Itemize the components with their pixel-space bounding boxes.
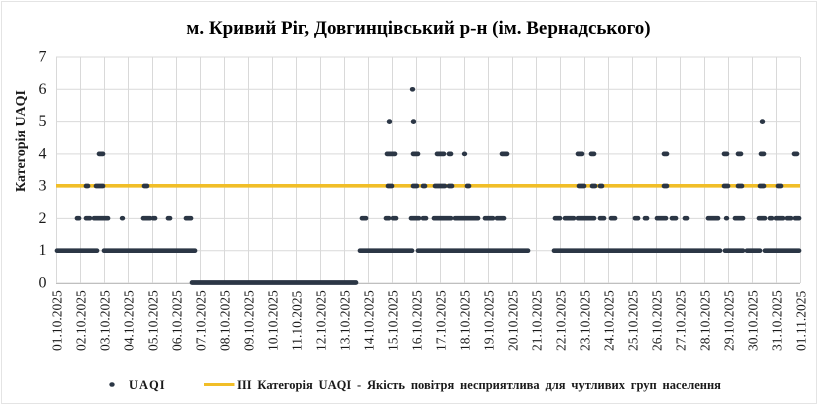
svg-text:21.10.2025: 21.10.2025 — [530, 290, 545, 351]
svg-text:1: 1 — [39, 242, 47, 259]
svg-text:3: 3 — [39, 178, 47, 195]
svg-text:6: 6 — [39, 81, 47, 98]
svg-text:ІІІ Категорія UAQI - Якість по: ІІІ Категорія UAQI - Якість повітря несп… — [237, 378, 721, 392]
svg-text:15.10.2025: 15.10.2025 — [386, 290, 401, 351]
svg-text:17.10.2025: 17.10.2025 — [434, 290, 449, 351]
svg-text:05.10.2025: 05.10.2025 — [146, 290, 161, 351]
svg-text:01.11.2025: 01.11.2025 — [794, 291, 809, 351]
svg-text:08.10.2025: 08.10.2025 — [218, 290, 233, 351]
svg-text:27.10.2025: 27.10.2025 — [674, 290, 689, 351]
svg-text:31.10.2025: 31.10.2025 — [770, 290, 785, 351]
svg-text:10.10.2025: 10.10.2025 — [266, 290, 281, 351]
svg-text:11.10.2025: 11.10.2025 — [290, 291, 305, 351]
svg-text:29.10.2025: 29.10.2025 — [722, 290, 737, 351]
svg-text:14.10.2025: 14.10.2025 — [362, 290, 377, 351]
svg-text:28.10.2025: 28.10.2025 — [698, 290, 713, 351]
svg-text:22.10.2025: 22.10.2025 — [554, 290, 569, 351]
svg-text:19.10.2025: 19.10.2025 — [482, 290, 497, 351]
svg-text:18.10.2025: 18.10.2025 — [458, 290, 473, 351]
svg-text:20.10.2025: 20.10.2025 — [506, 290, 521, 351]
svg-text:30.10.2025: 30.10.2025 — [746, 290, 761, 351]
svg-text:2: 2 — [39, 210, 47, 227]
svg-text:02.10.2025: 02.10.2025 — [74, 290, 89, 351]
svg-text:03.10.2025: 03.10.2025 — [98, 290, 113, 351]
svg-text:4: 4 — [39, 145, 47, 162]
svg-text:5: 5 — [39, 113, 47, 130]
svg-text:07.10.2025: 07.10.2025 — [194, 290, 209, 351]
svg-text:UAQI: UAQI — [129, 378, 166, 392]
svg-text:0: 0 — [39, 275, 47, 292]
svg-text:16.10.2025: 16.10.2025 — [410, 290, 425, 351]
svg-text:24.10.2025: 24.10.2025 — [602, 290, 617, 351]
svg-text:09.10.2025: 09.10.2025 — [242, 290, 257, 351]
svg-text:04.10.2025: 04.10.2025 — [122, 290, 137, 351]
svg-text:7: 7 — [39, 49, 47, 66]
svg-text:13.10.2025: 13.10.2025 — [338, 290, 353, 351]
svg-text:26.10.2025: 26.10.2025 — [650, 290, 665, 351]
svg-text:12.10.2025: 12.10.2025 — [314, 290, 329, 351]
svg-text:06.10.2025: 06.10.2025 — [170, 290, 185, 351]
svg-text:23.10.2025: 23.10.2025 — [578, 290, 593, 351]
svg-text:25.10.2025: 25.10.2025 — [626, 290, 641, 351]
svg-text:01.10.2025: 01.10.2025 — [50, 290, 65, 351]
